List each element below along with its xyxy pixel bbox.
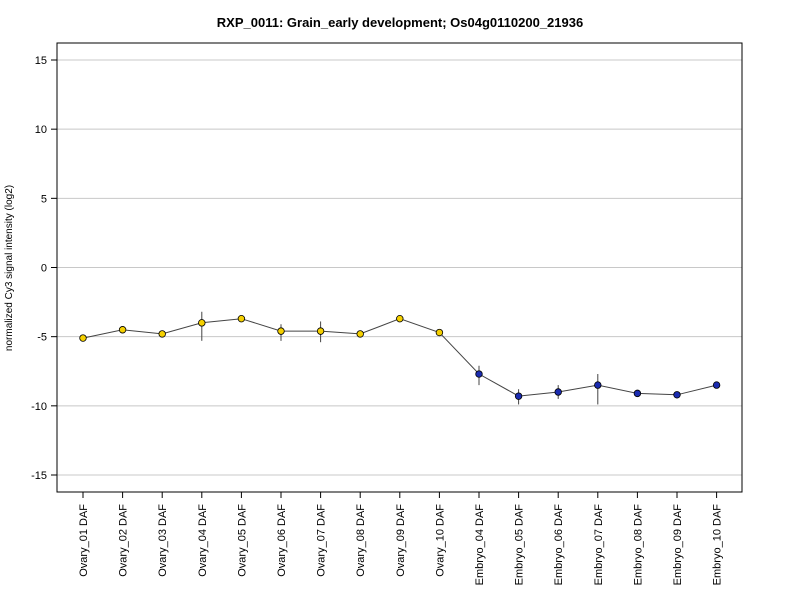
y-tick-label: -15 bbox=[31, 470, 47, 482]
data-point bbox=[198, 319, 206, 327]
x-tick-label: Ovary_05 DAF bbox=[236, 504, 248, 577]
x-tick-label: Embryo_10 DAF bbox=[712, 504, 724, 586]
x-tick-label: Ovary_06 DAF bbox=[276, 504, 288, 577]
x-tick-label: Embryo_05 DAF bbox=[514, 504, 526, 586]
data-point bbox=[594, 381, 602, 389]
x-tick-label: Ovary_07 DAF bbox=[316, 504, 328, 577]
x-tick-label: Ovary_04 DAF bbox=[197, 504, 209, 577]
y-tick-label: -10 bbox=[31, 401, 47, 413]
x-tick-label: Embryo_08 DAF bbox=[632, 504, 644, 586]
x-tick-label: Ovary_08 DAF bbox=[355, 504, 367, 577]
data-point bbox=[277, 327, 285, 335]
y-axis-ticks: -15 -10 -5 0 5 10 15 bbox=[31, 55, 57, 482]
data-point bbox=[554, 388, 562, 396]
x-axis-ticks: Ovary_01 DAF Ovary_02 DAF Ovary_03 DAF Ovar… bbox=[78, 492, 724, 585]
y-axis-label: normalized Cy3 signal intensity (log2) bbox=[4, 185, 15, 351]
x-tick-label: Ovary_01 DAF bbox=[78, 504, 90, 577]
y-tick-label: 15 bbox=[35, 55, 47, 67]
x-tick-label: Embryo_04 DAF bbox=[474, 504, 486, 586]
data-point bbox=[633, 389, 642, 398]
x-tick-label: Ovary_03 DAF bbox=[157, 504, 169, 577]
data-point bbox=[396, 314, 404, 323]
data-point bbox=[316, 327, 325, 335]
y-tick-label: 0 bbox=[41, 263, 47, 275]
series-line bbox=[82, 318, 717, 397]
chart-title: RXP_0011: Grain_early development; Os04g… bbox=[217, 15, 583, 30]
data-point bbox=[712, 381, 721, 389]
data-point bbox=[475, 370, 483, 378]
data-point bbox=[158, 330, 166, 338]
data-point bbox=[237, 314, 246, 323]
plot-frame bbox=[56, 42, 743, 493]
data-points bbox=[79, 314, 721, 400]
data-point bbox=[673, 391, 681, 399]
data-point bbox=[356, 330, 364, 338]
x-tick-label: Ovary_09 DAF bbox=[395, 504, 407, 577]
x-tick-label: Embryo_09 DAF bbox=[672, 504, 684, 586]
x-tick-label: Ovary_02 DAF bbox=[118, 504, 130, 577]
y-tick-label: 5 bbox=[41, 193, 47, 205]
y-tick-label: -5 bbox=[37, 332, 47, 344]
data-point bbox=[435, 328, 444, 337]
error-bars bbox=[201, 311, 599, 405]
x-tick-label: Ovary_10 DAF bbox=[434, 504, 446, 577]
x-tick-label: Embryo_07 DAF bbox=[593, 504, 605, 586]
y-tick-label: 10 bbox=[35, 124, 47, 136]
gridlines bbox=[57, 59, 742, 476]
data-point bbox=[118, 326, 127, 334]
x-tick-label: Embryo_06 DAF bbox=[553, 504, 565, 586]
data-point bbox=[79, 334, 87, 342]
data-point bbox=[514, 392, 523, 400]
